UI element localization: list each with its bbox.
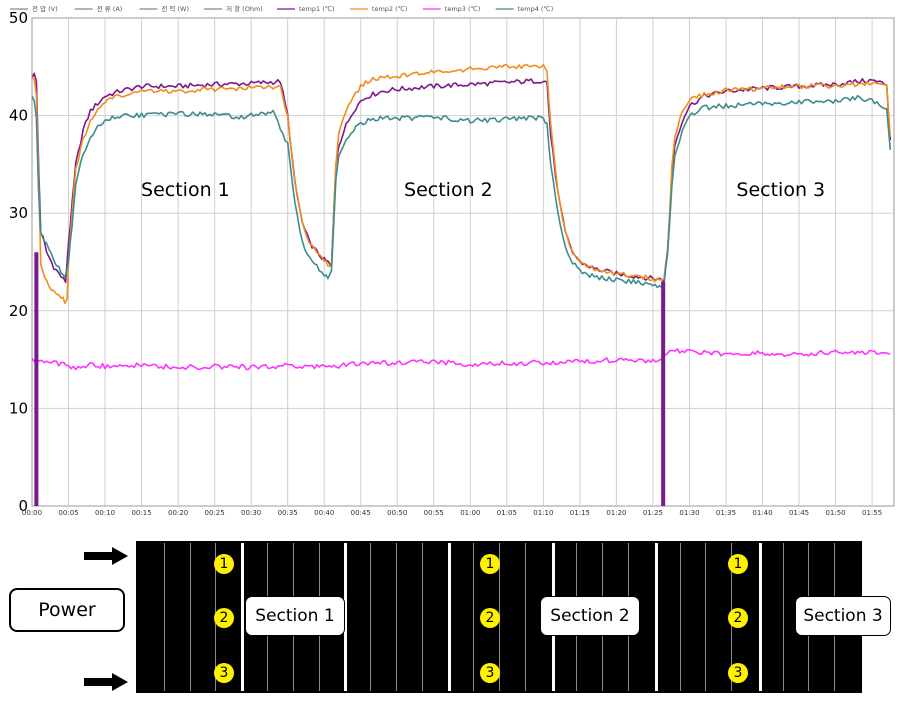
thermocouple-marker-1: 1 bbox=[728, 554, 748, 574]
x-tick-label: 01:00 bbox=[460, 509, 480, 517]
section-annotation: Section 3 bbox=[736, 179, 825, 201]
x-tick-label: 01:35 bbox=[716, 509, 736, 517]
x-tick-label: 00:35 bbox=[278, 509, 298, 517]
x-tick-label: 01:40 bbox=[752, 509, 772, 517]
thermocouple-marker-2: 2 bbox=[480, 608, 500, 628]
panel-strip-divider bbox=[783, 543, 784, 691]
x-tick-label: 01:50 bbox=[825, 509, 845, 517]
thermocouple-marker-2: 2 bbox=[728, 608, 748, 628]
x-tick-label: 00:45 bbox=[351, 509, 371, 517]
section-label-box: Section 3 bbox=[795, 596, 891, 636]
x-tick-label: 00:00 bbox=[22, 509, 42, 517]
panel-strip-divider bbox=[164, 543, 165, 691]
panel-strip-divider bbox=[190, 543, 191, 691]
series-line-temp2 (℃) bbox=[31, 63, 892, 305]
x-tick-label: 00:55 bbox=[424, 509, 444, 517]
power-label: Power bbox=[38, 599, 96, 621]
panel-strip-divider bbox=[396, 543, 397, 691]
panel-strip-divider bbox=[422, 543, 423, 691]
arrow-right-icon bbox=[84, 673, 128, 691]
thermocouple-marker-2: 2 bbox=[214, 608, 234, 628]
thermocouple-marker-3: 3 bbox=[214, 663, 234, 683]
thermocouple-marker-1: 1 bbox=[480, 554, 500, 574]
legend-entry: 전 력 (W) bbox=[161, 4, 189, 13]
series bbox=[31, 63, 892, 506]
panel-section-divider bbox=[759, 543, 762, 691]
x-tick-label: 01:45 bbox=[789, 509, 809, 517]
heater-panel-diagram: Power 1 2 3 1 2 3 1 2 3 Section 1 Section 2 Section… bbox=[0, 530, 900, 708]
panel-strip-divider bbox=[680, 543, 681, 691]
section-annotations: Section 1 Section 2 Section 3 bbox=[141, 179, 825, 201]
x-tick-label: 00:10 bbox=[95, 509, 115, 517]
thermocouple-marker-3: 3 bbox=[728, 663, 748, 683]
x-tick-label: 01:10 bbox=[533, 509, 553, 517]
x-tick-label: 01:05 bbox=[497, 509, 517, 517]
section-label-box: Section 2 bbox=[540, 596, 640, 636]
y-tick-label: 0 bbox=[18, 497, 28, 515]
arrow-right-icon bbox=[84, 547, 128, 565]
y-axis: 0 10 20 30 40 50 bbox=[9, 9, 28, 515]
x-tick-label: 01:20 bbox=[606, 509, 626, 517]
thermocouple-marker-3: 3 bbox=[480, 663, 500, 683]
legend-entry: 전 압 (V) bbox=[32, 4, 58, 13]
panel-strip-divider bbox=[525, 543, 526, 691]
y-tick-label: 50 bbox=[9, 9, 28, 27]
x-tick-label: 00:50 bbox=[387, 509, 407, 517]
y-tick-label: 20 bbox=[9, 302, 28, 320]
panel-section-divider bbox=[344, 543, 347, 691]
legend-entry: temp4 (℃) bbox=[518, 5, 554, 13]
panel-section-divider bbox=[241, 543, 244, 691]
panel-strip-divider bbox=[705, 543, 706, 691]
panel-strip-divider bbox=[370, 543, 371, 691]
x-tick-label: 00:05 bbox=[58, 509, 78, 517]
x-tick-label: 01:30 bbox=[679, 509, 699, 517]
legend-entry: 전 류 (A) bbox=[97, 4, 123, 13]
series-line-temp4 (℃) bbox=[31, 94, 892, 289]
x-tick-label: 00:20 bbox=[168, 509, 188, 517]
y-tick-label: 10 bbox=[9, 399, 28, 417]
x-axis: 00:00 00:05 00:10 00:15 00:20 00:25 00:30 00:35… bbox=[22, 509, 882, 517]
y-tick-label: 30 bbox=[9, 204, 28, 222]
y-tick-label: 40 bbox=[9, 107, 28, 125]
x-tick-label: 01:55 bbox=[862, 509, 882, 517]
plot-background bbox=[31, 17, 895, 507]
x-tick-label: 00:30 bbox=[241, 509, 261, 517]
legend-entry: temp3 (℃) bbox=[445, 5, 481, 13]
section-label-box: Section 1 bbox=[245, 596, 345, 636]
legend: 전 압 (V) 전 류 (A) 전 력 (W) 저 항 (Ohm) temp1 (℃) t… bbox=[10, 4, 553, 13]
legend-entry: temp2 (℃) bbox=[372, 5, 408, 13]
x-tick-label: 00:40 bbox=[314, 509, 334, 517]
legend-entry: 저 항 (Ohm) bbox=[226, 4, 263, 13]
series-line-temp3 (℃) bbox=[31, 348, 891, 371]
power-label-box: Power bbox=[9, 588, 125, 632]
section-annotation: Section 1 bbox=[141, 179, 230, 201]
panel-section-divider bbox=[655, 543, 658, 691]
panel-strip-divider bbox=[473, 543, 474, 691]
grid bbox=[32, 18, 894, 506]
panel-section-divider bbox=[448, 543, 451, 691]
x-tick-label: 00:25 bbox=[205, 509, 225, 517]
x-tick-label: 01:15 bbox=[570, 509, 590, 517]
x-tick-label: 01:25 bbox=[643, 509, 663, 517]
legend-entry: temp1 (℃) bbox=[299, 5, 335, 13]
section-annotation: Section 2 bbox=[404, 179, 493, 201]
x-tick-label: 00:15 bbox=[131, 509, 151, 517]
thermocouple-marker-1: 1 bbox=[214, 554, 234, 574]
